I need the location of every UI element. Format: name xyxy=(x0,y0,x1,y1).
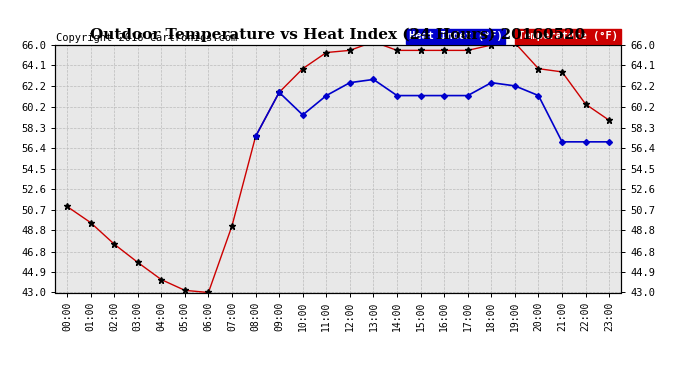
Text: Temperature (°F): Temperature (°F) xyxy=(518,31,618,41)
Text: Copyright 2016 Cartronics.com: Copyright 2016 Cartronics.com xyxy=(57,33,237,42)
Text: Heat Index (°F): Heat Index (°F) xyxy=(408,31,502,41)
Title: Outdoor Temperature vs Heat Index (24 Hours) 20160520: Outdoor Temperature vs Heat Index (24 Ho… xyxy=(90,28,586,42)
